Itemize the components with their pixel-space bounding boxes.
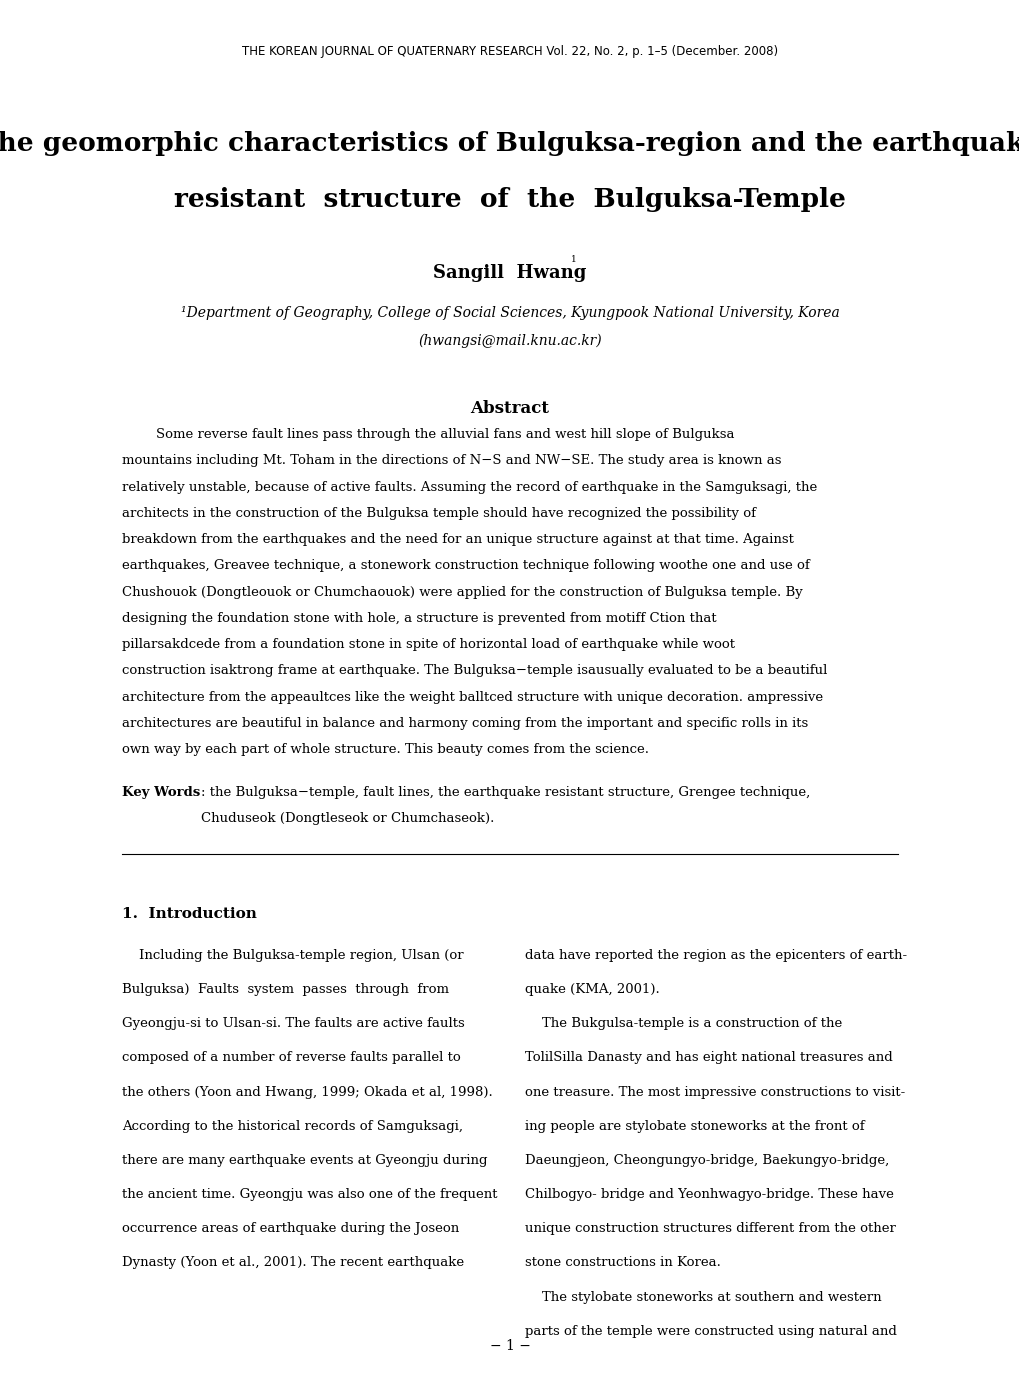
Text: unique construction structures different from the other: unique construction structures different…: [525, 1222, 896, 1236]
Text: Gyeongju-si to Ulsan-si. The faults are active faults: Gyeongju-si to Ulsan-si. The faults are …: [122, 1017, 465, 1031]
Text: parts of the temple were constructed using natural and: parts of the temple were constructed usi…: [525, 1325, 897, 1338]
Text: relatively unstable, because of active faults. Assuming the record of earthquake: relatively unstable, because of active f…: [122, 481, 817, 494]
Text: According to the historical records of Samguksagi,: According to the historical records of S…: [122, 1120, 463, 1133]
Text: THE KOREAN JOURNAL OF QUATERNARY RESEARCH Vol. 22, No. 2, p. 1–5 (December. 2008: THE KOREAN JOURNAL OF QUATERNARY RESEARC…: [242, 45, 777, 57]
Text: construction isaktrong frame at earthquake. The Bulguksa−temple isausually evalu: construction isaktrong frame at earthqua…: [122, 664, 827, 678]
Text: The stylobate stoneworks at southern and western: The stylobate stoneworks at southern and…: [525, 1290, 881, 1304]
Text: The Bukgulsa-temple is a construction of the: The Bukgulsa-temple is a construction of…: [525, 1017, 842, 1031]
Text: occurrence areas of earthquake during the Joseon: occurrence areas of earthquake during th…: [122, 1222, 460, 1236]
Text: Some reverse fault lines pass through the alluvial fans and west hill slope of B: Some reverse fault lines pass through th…: [122, 428, 734, 441]
Text: Key Words: Key Words: [122, 785, 201, 799]
Text: there are many earthquake events at Gyeongju during: there are many earthquake events at Gyeo…: [122, 1154, 487, 1168]
Text: 1: 1: [571, 255, 577, 264]
Text: architecture from the appeaultces like the weight balltced structure with unique: architecture from the appeaultces like t…: [122, 691, 822, 703]
Text: resistant  structure  of  the  Bulguksa-Temple: resistant structure of the Bulguksa-Temp…: [174, 187, 845, 212]
Text: architectures are beautiful in balance and harmony coming from the important and: architectures are beautiful in balance a…: [122, 717, 808, 730]
Text: earthquakes, Greavee technique, a stonework construction technique following woo: earthquakes, Greavee technique, a stonew…: [122, 559, 809, 572]
Text: the others (Yoon and Hwang, 1999; Okada et al, 1998).: the others (Yoon and Hwang, 1999; Okada …: [122, 1085, 492, 1099]
Text: Including the Bulguksa-temple region, Ulsan (or: Including the Bulguksa-temple region, Ul…: [122, 949, 464, 963]
Text: own way by each part of whole structure. This beauty comes from the science.: own way by each part of whole structure.…: [122, 744, 649, 756]
Text: quake (KMA, 2001).: quake (KMA, 2001).: [525, 983, 659, 996]
Text: ¹Department of Geography, College of Social Sciences, Kyungpook National Univers: ¹Department of Geography, College of Soc…: [180, 306, 839, 319]
Text: designing the foundation stone with hole, a structure is prevented from motiff C: designing the foundation stone with hole…: [122, 612, 716, 625]
Text: − 1 −: − 1 −: [489, 1339, 530, 1353]
Text: 1.  Introduction: 1. Introduction: [122, 907, 257, 921]
Text: one treasure. The most impressive constructions to visit-: one treasure. The most impressive constr…: [525, 1085, 905, 1099]
Text: mountains including Mt. Toham in the directions of N−S and NW−SE. The study area: mountains including Mt. Toham in the dir…: [122, 455, 782, 467]
Text: The geomorphic characteristics of Bulguksa-region and the earthquake: The geomorphic characteristics of Bulguk…: [0, 131, 1019, 156]
Text: Chilbogyo- bridge and Yeonhwagyo-bridge. These have: Chilbogyo- bridge and Yeonhwagyo-bridge.…: [525, 1189, 894, 1201]
Text: Sangill  Hwang: Sangill Hwang: [433, 264, 586, 282]
Text: ing people are stylobate stoneworks at the front of: ing people are stylobate stoneworks at t…: [525, 1120, 864, 1133]
Text: architects in the construction of the Bulguksa temple should have recognized the: architects in the construction of the Bu…: [122, 506, 756, 520]
Text: data have reported the region as the epicenters of earth-: data have reported the region as the epi…: [525, 949, 907, 963]
Text: (hwangsi@mail.knu.ac.kr): (hwangsi@mail.knu.ac.kr): [418, 333, 601, 347]
Text: Chushouok (Dongtleouok or Chumchaouok) were applied for the construction of Bulg: Chushouok (Dongtleouok or Chumchaouok) w…: [122, 586, 802, 598]
Text: breakdown from the earthquakes and the need for an unique structure against at t: breakdown from the earthquakes and the n…: [122, 533, 794, 547]
Text: : the Bulguksa−temple, fault lines, the earthquake resistant structure, Grengee : : the Bulguksa−temple, fault lines, the …: [201, 785, 809, 799]
Text: Daeungjeon, Cheongungyo-bridge, Baekungyo-bridge,: Daeungjeon, Cheongungyo-bridge, Baekungy…: [525, 1154, 889, 1168]
Text: Chuduseok (Dongtleseok or Chumchaseok).: Chuduseok (Dongtleseok or Chumchaseok).: [201, 812, 494, 826]
Text: TolilSilla Danasty and has eight national treasures and: TolilSilla Danasty and has eight nationa…: [525, 1052, 893, 1064]
Text: Dynasty (Yoon et al., 2001). The recent earthquake: Dynasty (Yoon et al., 2001). The recent …: [122, 1257, 464, 1269]
Text: Abstract: Abstract: [470, 400, 549, 417]
Text: pillarsakdcede from a foundation stone in spite of horizontal load of earthquake: pillarsakdcede from a foundation stone i…: [122, 638, 735, 651]
Text: the ancient time. Gyeongju was also one of the frequent: the ancient time. Gyeongju was also one …: [122, 1189, 497, 1201]
Text: Bulguksa)  Faults  system  passes  through  from: Bulguksa) Faults system passes through f…: [122, 983, 449, 996]
Text: composed of a number of reverse faults parallel to: composed of a number of reverse faults p…: [122, 1052, 461, 1064]
Text: stone constructions in Korea.: stone constructions in Korea.: [525, 1257, 720, 1269]
